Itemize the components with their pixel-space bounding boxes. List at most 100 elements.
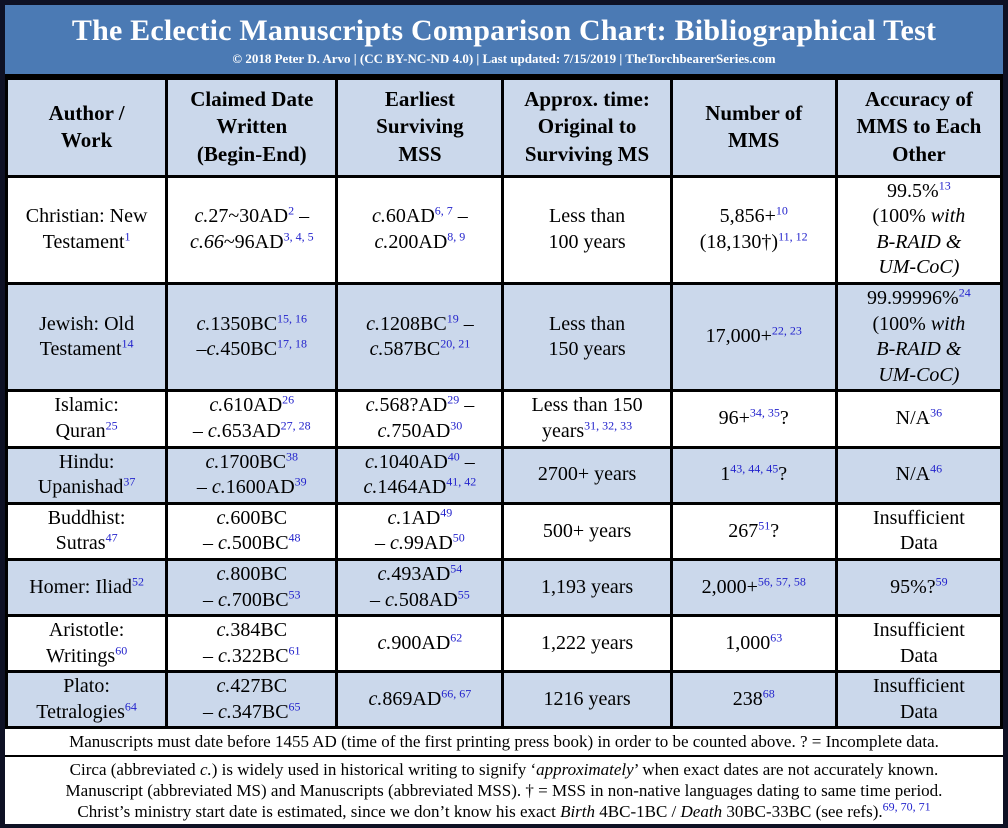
footnote-ref: 49 [440, 505, 453, 520]
text-run: 27~30AD [208, 205, 289, 228]
table-cell: 143, 44, 45? [669, 445, 838, 505]
text-run: c. [217, 644, 232, 667]
footnote-ref: 54 [450, 561, 463, 576]
text-run: 267 [728, 519, 759, 542]
footnote-ref: 6, 7 [434, 203, 453, 218]
text-run: 1350BC [210, 312, 278, 335]
text-run: Testament [42, 230, 125, 253]
table-cell: c.427BC – c.347BC65 [165, 670, 339, 730]
column-header: Earliest Surviving MSS [335, 76, 505, 178]
text-run: c. [207, 419, 222, 442]
text-run: 60AD [385, 205, 435, 228]
footnote-ref: 34, 35 [749, 405, 780, 420]
column-header-line: Approx. time: [524, 87, 650, 112]
text-run: 30BC-33BC (see refs). [722, 802, 883, 822]
title-band: The Eclectic Manuscripts Comparison Char… [5, 5, 1003, 77]
text-run: (18,130†) [699, 230, 779, 253]
text-run: c. [390, 532, 404, 555]
footnote-ref: 26 [282, 392, 295, 407]
text-run: 508AD [398, 588, 458, 611]
table-row: Christian: New Testament1 c.27~30AD2 – c.66… [4, 174, 1004, 285]
text-run: Data [900, 644, 938, 667]
table-cell: 99.5%13 (100% with B-RAID & UM-CoC) [834, 174, 1004, 285]
text-run: ’ when exact dates are not accurately kn… [633, 759, 939, 779]
text-run: 2700+ years [537, 463, 637, 486]
text-run: Data [900, 700, 938, 723]
footnote: Manuscript (abbreviated MS) and Manuscri… [9, 780, 999, 801]
text-run: – [459, 394, 475, 417]
text-run: c. [196, 312, 211, 335]
text-run: 1,000 [725, 631, 771, 654]
footnote-ref: 63 [770, 630, 783, 645]
footnote: Manuscripts must date before 1455 AD (ti… [5, 729, 1003, 757]
column-header: Claimed Date Written (Begin-End) [165, 76, 339, 178]
table-cell: Less than 150 years31, 32, 33 [501, 389, 673, 449]
footnote-ref: 27, 28 [280, 418, 311, 433]
text-run: B-RAID & [876, 230, 962, 253]
column-header-line: Written [216, 114, 288, 139]
table-cell: Plato: Tetralogies64 [4, 670, 169, 730]
footnote-ref: 46 [930, 461, 943, 476]
table-cell: 95%?59 [834, 557, 1004, 618]
footnote-ref: 36 [930, 405, 943, 420]
text-run: 610AD [223, 394, 283, 417]
table-cell: c.600BC – c.500BC48 [165, 501, 339, 561]
text-run: 1216 years [543, 688, 631, 711]
text-run: ? [779, 407, 789, 430]
table-cell: 2,000+56, 57, 58 [669, 557, 838, 618]
text-run: 1464AD [377, 476, 447, 499]
text-run: Homer: Iliad [29, 575, 132, 598]
footnote-ref: 48 [288, 530, 301, 545]
text-run: 750AD [391, 419, 451, 442]
footnote-ref: 59 [935, 574, 948, 589]
text-run: 17,000+ [705, 325, 772, 348]
table-cell: c.1700BC38– c.1600AD39 [165, 445, 339, 505]
table-row: Aristotle: Writings60 c.384BC – c.322BC61 c.… [4, 614, 1004, 674]
text-run: approximately [536, 759, 634, 779]
text-run: c. [377, 562, 392, 585]
text-run: Less than 150 [531, 394, 643, 417]
footnote-ref: 11, 12 [778, 229, 808, 244]
column-header-line: MMS [728, 128, 780, 153]
text-run: c. [369, 338, 384, 361]
text-run: UM-CoC) [878, 363, 960, 386]
text-run: 450BC [220, 338, 278, 361]
footnote-ref: 47 [105, 530, 118, 545]
table-cell: Insufficient Data [834, 614, 1004, 674]
text-run: – [202, 532, 218, 555]
text-run: (100% [872, 205, 931, 228]
text-run: Christian: New [25, 205, 148, 228]
text-run: B-RAID & [876, 338, 962, 361]
footnote-ref: 43, 44, 45 [730, 461, 779, 476]
text-run: 4BC-1BC / [595, 802, 681, 822]
text-run: 700BC [231, 588, 289, 611]
footnote-ref: 51 [758, 517, 771, 532]
table-cell: Islamic: Quran25 [4, 389, 169, 449]
column-header-line: Original to [537, 114, 637, 139]
footnote-ref: 53 [288, 586, 301, 601]
footnote-ref: 19 [446, 310, 459, 325]
text-run: c. [366, 312, 380, 335]
text-run: N/A [895, 463, 931, 486]
text-run: Quran [55, 419, 106, 442]
table-cell: N/A46 [834, 445, 1004, 505]
text-run: c. [368, 688, 383, 711]
text-run: Insufficient [872, 619, 965, 642]
text-run: Insufficient [872, 675, 965, 698]
table-cell: 1,222 years [501, 614, 673, 674]
table-cell: c.900AD62 [335, 614, 505, 674]
text-run: 99.5% [887, 179, 939, 202]
column-header-line: Surviving MS [524, 141, 650, 166]
table-cell: 5,856+10 (18,130†)11, 12 [669, 174, 838, 285]
text-run: 900AD [391, 631, 451, 654]
footnote-ref: 25 [105, 418, 118, 433]
text-run: c.66 [189, 230, 224, 253]
text-run: 347BC [231, 700, 289, 723]
footnote-ref: 10 [775, 203, 788, 218]
text-run: c. [217, 532, 232, 555]
text-run: c. [387, 506, 402, 529]
text-run: c. [217, 588, 232, 611]
text-run: Insufficient [872, 506, 965, 529]
text-run: 1,193 years [540, 575, 634, 598]
table-cell: 1,00063 [669, 614, 838, 674]
